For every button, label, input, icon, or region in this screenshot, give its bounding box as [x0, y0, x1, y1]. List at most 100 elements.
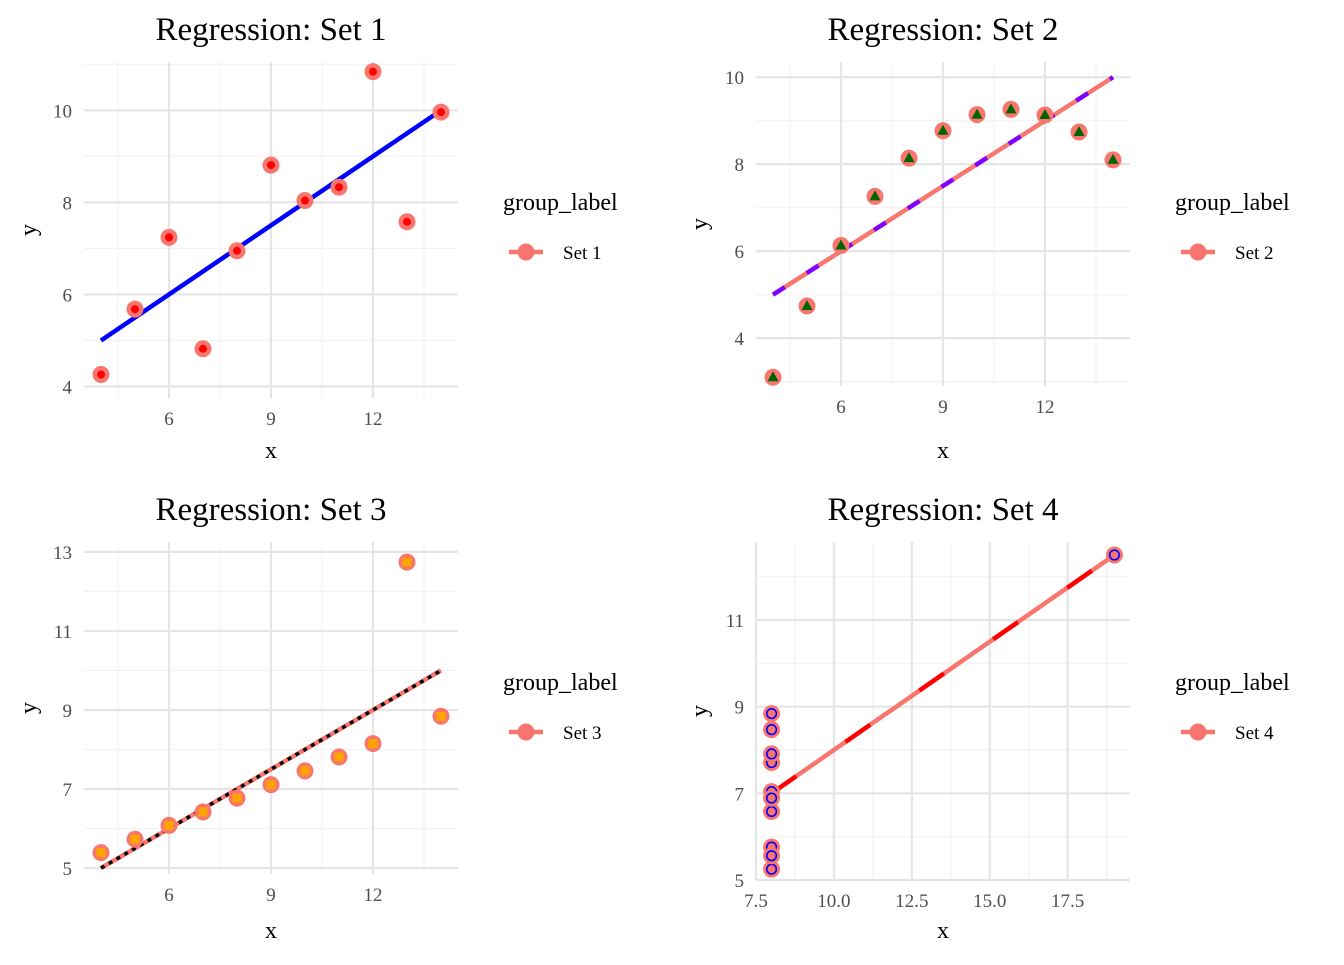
panel-set-4: 7.5 10.0 12.5 15.0 17.5 5 7 9 11 Regression: Set … [687, 492, 1290, 944]
data-point-marker [233, 246, 241, 255]
legend: group_label Set 3 [503, 670, 618, 744]
legend: group_label Set 2 [1175, 190, 1290, 264]
x-tick-label: 9 [266, 885, 276, 906]
legend-title: group_label [1175, 190, 1290, 216]
legend-label: Set 1 [563, 243, 602, 264]
data-point-marker [300, 766, 310, 776]
x-axis-title: x [265, 918, 277, 944]
data-point-marker [765, 850, 778, 862]
legend-key-point [517, 243, 535, 261]
regression-line [770, 553, 1116, 796]
data-point-marker [131, 305, 139, 314]
data-point-marker [437, 108, 445, 117]
data-point-marker [869, 190, 881, 201]
data-point-marker [266, 780, 276, 790]
legend-title: group_label [1175, 670, 1290, 696]
y-axis-title: y [687, 705, 713, 717]
x-tick-label: 6 [164, 885, 174, 906]
legend-key-point [1189, 723, 1207, 741]
y-tick-label: 9 [735, 698, 745, 719]
data-point-marker [1005, 103, 1017, 114]
legend: group_label Set 4 [1175, 670, 1290, 744]
data-point-marker [765, 748, 778, 760]
data-point-marker [403, 217, 411, 226]
data-point-marker [1039, 109, 1051, 120]
data-point-marker [765, 863, 778, 875]
y-axis-title: y [16, 702, 42, 714]
y-tick-label: 6 [63, 285, 73, 306]
data-point-marker [198, 807, 208, 817]
legend: group_label Set 1 [503, 190, 618, 264]
x-tick-label: 7.5 [744, 891, 768, 912]
x-tick-label: 17.5 [1051, 891, 1084, 912]
data-point [763, 745, 781, 763]
y-tick-label: 7 [735, 784, 745, 805]
data-point-marker [130, 834, 140, 844]
panel-title: Regression: Set 2 [828, 12, 1059, 48]
y-tick-label: 9 [63, 701, 73, 722]
data-point-marker [97, 370, 105, 379]
panel-title: Regression: Set 4 [828, 492, 1059, 528]
data-point [763, 860, 781, 878]
regression-line [99, 108, 443, 343]
data-point-marker [165, 233, 173, 242]
y-tick-label: 11 [54, 622, 72, 643]
y-tick-label: 11 [726, 611, 744, 632]
panel-set-2: 6 9 12 4 6 8 10 Regression: Set 2 x y group_label S… [687, 12, 1290, 464]
legend-title: group_label [503, 190, 618, 216]
x-tick-label: 10.0 [817, 891, 850, 912]
x-axis-title: x [937, 438, 949, 464]
y-tick-label: 5 [735, 871, 745, 892]
regression-line [771, 75, 1115, 297]
data-point-marker [267, 161, 275, 170]
legend-label: Set 2 [1235, 243, 1274, 264]
y-tick-label: 7 [63, 780, 73, 801]
y-tick-label: 8 [735, 155, 745, 176]
y-tick-label: 10 [53, 101, 72, 122]
data-point-marker [301, 196, 309, 205]
y-tick-label: 4 [63, 377, 73, 398]
data-point-marker [232, 793, 242, 803]
legend-label: Set 3 [563, 723, 602, 744]
legend-title: group_label [503, 670, 618, 696]
data-point-marker [1107, 153, 1119, 164]
data-point-marker [765, 724, 778, 736]
legend-label: Set 4 [1235, 723, 1274, 744]
data-point-marker [971, 108, 983, 119]
x-tick-label: 12.5 [895, 891, 928, 912]
data-point-marker [765, 805, 778, 818]
y-tick-label: 8 [63, 193, 73, 214]
y-tick-label: 6 [735, 242, 745, 263]
regression-line [100, 668, 442, 870]
x-axis-title: x [937, 918, 949, 944]
data-point-marker [903, 152, 915, 163]
legend-key-point [1189, 243, 1207, 261]
data-point-marker [368, 739, 378, 749]
data-point-marker [765, 792, 778, 804]
x-tick-label: 15.0 [973, 891, 1006, 912]
y-axis-title: y [16, 224, 42, 236]
data-point-marker [402, 557, 412, 567]
data-point [763, 803, 781, 821]
x-tick-label: 9 [938, 397, 948, 418]
x-tick-label: 12 [1036, 397, 1055, 418]
x-axis-title: x [265, 438, 277, 464]
data-point-marker [335, 183, 343, 192]
data-point-marker [1073, 126, 1085, 137]
data-point-marker [801, 299, 813, 310]
x-tick-label: 9 [266, 409, 276, 430]
data-point [763, 789, 781, 807]
y-tick-label: 5 [63, 859, 73, 880]
x-tick-label: 6 [164, 409, 174, 430]
data-point-marker [937, 124, 949, 135]
data-point-marker [164, 820, 174, 830]
data-point-marker [767, 371, 779, 382]
data-point-marker [1108, 549, 1121, 561]
data-point [1105, 546, 1123, 564]
data-point [763, 847, 781, 865]
x-tick-label: 12 [364, 409, 383, 430]
y-tick-label: 13 [53, 543, 72, 564]
data-point-marker [765, 707, 778, 720]
panel-set-1: 6 9 12 4 6 8 10 Regression: Set 1 x y group_label S… [16, 12, 618, 464]
